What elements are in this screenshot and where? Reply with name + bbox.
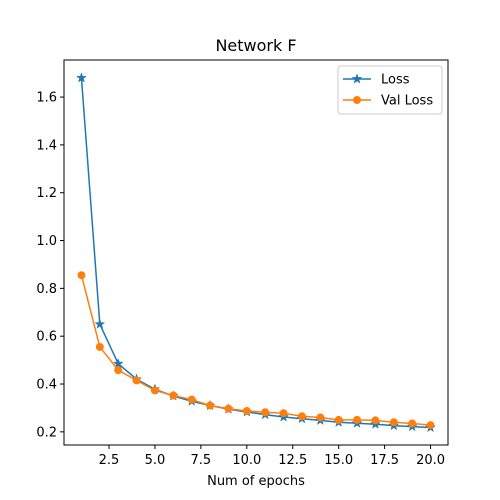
y-tick-label: 0.8 (36, 282, 57, 297)
x-tick-label: 7.5 (191, 453, 212, 468)
data-point-val-loss (224, 404, 233, 413)
legend: Loss Val Loss (337, 65, 443, 115)
x-tick-label: 2.5 (99, 453, 120, 468)
data-point-loss (94, 318, 106, 329)
plot-area (75, 72, 437, 433)
data-point-val-loss (187, 395, 196, 404)
data-point-val-loss (114, 366, 123, 375)
x-tick-label: 5.0 (145, 453, 166, 468)
x-tick-label: 15.0 (324, 453, 353, 468)
legend-label: Val Loss (381, 94, 433, 109)
y-tick-label: 0.6 (36, 330, 57, 345)
y-axis: 0.2 0.4 0.6 0.8 1.0 1.2 1.4 1.6 (36, 91, 64, 440)
data-point-val-loss (242, 407, 251, 416)
data-point-val-loss (150, 386, 159, 395)
x-tick-label: 10.0 (232, 453, 261, 468)
data-point-loss (112, 357, 124, 369)
y-tick-label: 1.4 (36, 138, 57, 153)
data-point-val-loss (95, 342, 104, 351)
y-tick-label: 0.4 (36, 378, 57, 393)
data-point-val-loss (206, 401, 215, 410)
data-point-val-loss (334, 415, 343, 424)
x-tick-label: 12.5 (278, 453, 307, 468)
x-axis: 2.5 5.0 7.5 10.0 12.5 15.0 17.5 20.0 (99, 445, 445, 468)
chart-title: Network F (215, 36, 296, 55)
data-point-val-loss (426, 421, 435, 430)
x-axis-label: Num of epochs (207, 474, 305, 489)
legend-item-loss: Loss (343, 73, 410, 88)
data-point-val-loss (316, 413, 325, 422)
data-point-val-loss (77, 271, 86, 280)
y-tick-label: 1.6 (36, 91, 57, 106)
data-point-loss (75, 72, 87, 83)
data-point-val-loss (169, 391, 178, 400)
data-point-val-loss (389, 418, 398, 427)
series-line-val-loss (80, 275, 431, 426)
series-line-loss (80, 77, 431, 429)
data-point-val-loss (279, 409, 288, 418)
data-point-val-loss (297, 412, 306, 421)
data-point-val-loss (261, 408, 270, 417)
legend-marker (353, 96, 361, 104)
data-point-val-loss (353, 415, 362, 424)
legend-marker (351, 73, 363, 84)
series-val-loss (77, 271, 435, 430)
axes-frame (63, 59, 449, 446)
data-point-val-loss (132, 376, 141, 385)
data-point-val-loss (371, 416, 380, 425)
legend-label: Loss (381, 73, 410, 88)
x-tick-label: 17.5 (370, 453, 399, 468)
legend-item-val-loss: Val Loss (343, 94, 433, 109)
y-tick-label: 1.2 (36, 186, 57, 201)
legend-box (337, 65, 443, 115)
y-tick-label: 0.2 (36, 425, 57, 440)
data-point-val-loss (408, 419, 417, 428)
x-tick-label: 20.0 (416, 453, 445, 468)
y-tick-label: 1.0 (36, 234, 57, 249)
